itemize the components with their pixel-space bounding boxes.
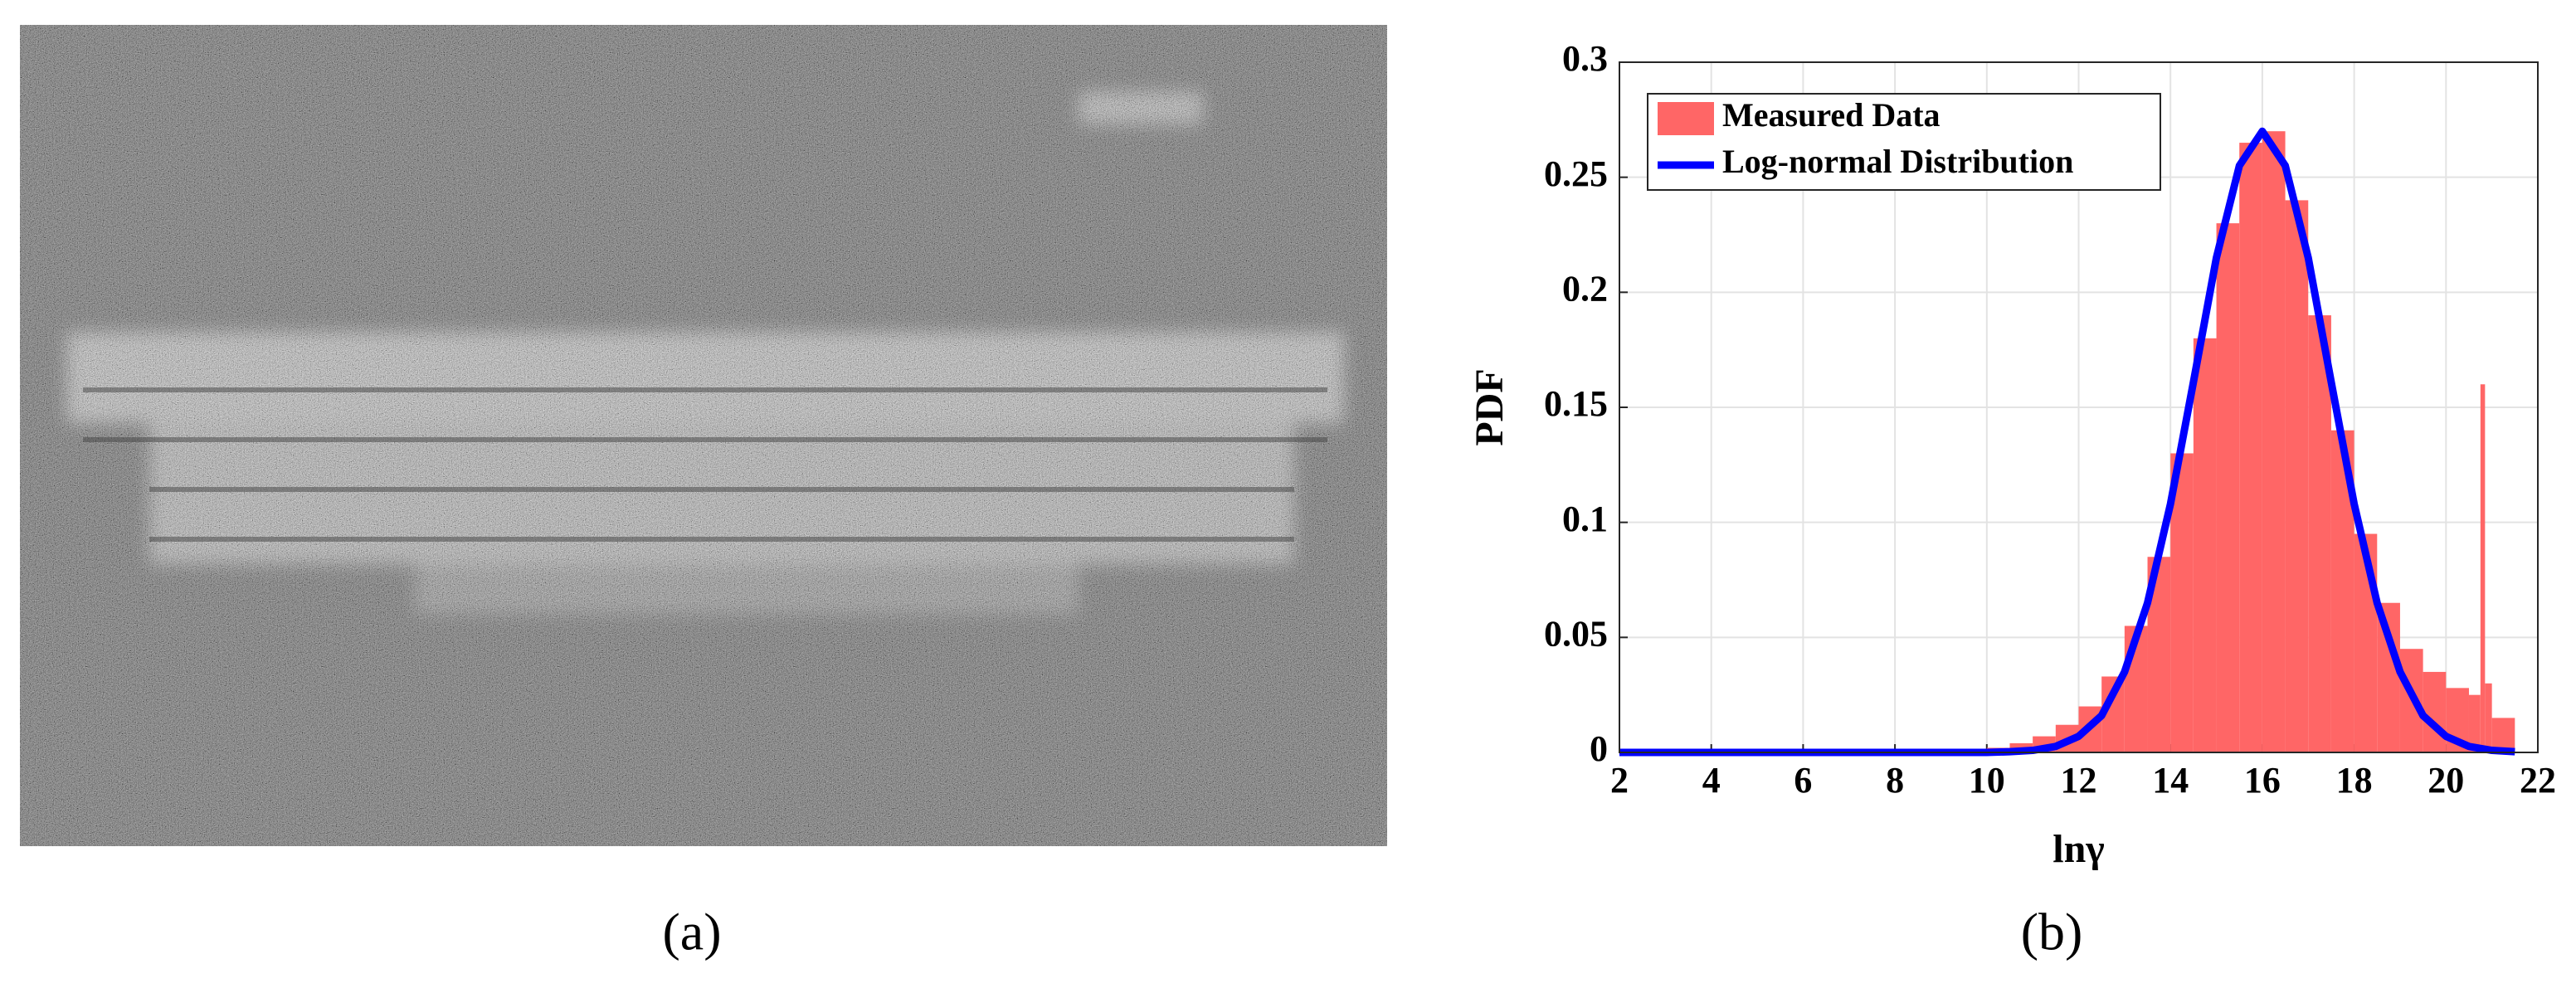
histogram-bar	[2308, 315, 2331, 753]
histogram-bar	[2491, 718, 2515, 752]
y-tick-label: 0.25	[1544, 153, 1608, 194]
line	[1619, 127, 2515, 757]
histogram-bar	[2216, 223, 2240, 753]
x-tick-label: 20	[2427, 760, 2464, 801]
x-tick-label: 8	[1886, 760, 1904, 801]
histogram-bar	[2423, 671, 2447, 752]
y-tick-label: 0.15	[1544, 383, 1608, 424]
caption: (a)	[662, 903, 721, 961]
axes-frame	[1619, 61, 2539, 753]
legend: Measured Data Log-normal Distribution	[1647, 93, 2161, 191]
x-tick-label: 14	[2152, 760, 2189, 801]
histogram-bar	[2285, 200, 2309, 752]
x-tick-label: 18	[2336, 760, 2373, 801]
x-tick-label: 6	[1794, 760, 1812, 801]
legend-label: Log-normal Distribution	[1722, 143, 2073, 180]
y-tick-label: 0	[1590, 728, 1608, 769]
x-axis-label: lnγ	[2053, 827, 2104, 871]
y-tick-label: 0.3	[1562, 38, 1608, 79]
histogram-bar	[2262, 131, 2286, 752]
legend-label: Measured Data	[1722, 96, 1941, 134]
legend-box	[1647, 93, 2161, 191]
y-tick-label: 0.2	[1562, 268, 1608, 309]
histogram-bar	[2193, 338, 2217, 752]
histogram-bar	[2377, 602, 2400, 752]
y-tick-label: 0.05	[1544, 613, 1608, 654]
y-axis-label: PDF	[1468, 368, 1512, 445]
caption: (b)	[2021, 903, 2083, 961]
sar-image	[20, 25, 1387, 846]
histogram-bar	[2480, 384, 2486, 752]
histogram-bar	[2468, 694, 2481, 752]
histogram-bar	[2239, 143, 2262, 753]
y-tick-label: 0.1	[1562, 499, 1608, 539]
x-tick-label: 2	[1610, 760, 1629, 801]
legend-swatch	[1658, 102, 1714, 135]
x-tick-label: 10	[1969, 760, 2005, 801]
histogram-bar	[2485, 683, 2492, 752]
x-tick-label: 22	[2520, 760, 2556, 801]
x-tick-label: 12	[2061, 760, 2097, 801]
x-tick-label: 16	[2244, 760, 2281, 801]
x-tick-label: 4	[1702, 760, 1721, 801]
